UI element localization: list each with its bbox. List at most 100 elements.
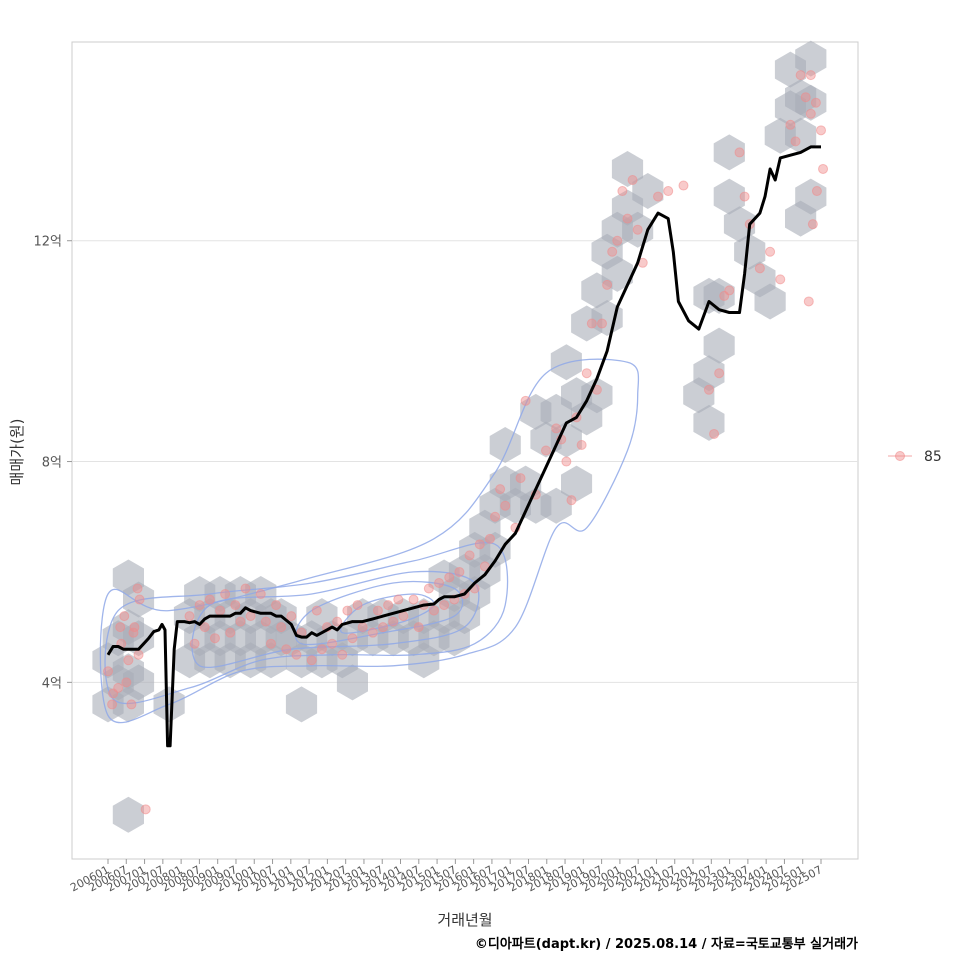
data-point bbox=[123, 655, 134, 666]
credit-text: ©디아파트(dapt.kr) / 2025.08.14 / 자료=국토교통부 실… bbox=[475, 936, 858, 952]
data-point bbox=[428, 605, 439, 616]
data-point bbox=[204, 594, 215, 605]
data-point bbox=[271, 600, 282, 611]
data-point bbox=[352, 600, 363, 611]
hex-bin bbox=[479, 531, 511, 568]
data-point bbox=[357, 622, 368, 633]
data-point bbox=[119, 611, 130, 622]
data-point bbox=[790, 136, 801, 147]
data-point bbox=[454, 566, 465, 577]
hex-bin bbox=[550, 344, 582, 381]
hex-bin bbox=[285, 686, 318, 723]
data-point bbox=[739, 191, 750, 202]
data-point bbox=[388, 616, 399, 627]
hex-bin bbox=[336, 664, 368, 701]
moving-average-line bbox=[106, 145, 821, 748]
data-point bbox=[439, 600, 450, 611]
hex-bin bbox=[581, 377, 613, 414]
data-point bbox=[444, 572, 455, 583]
hex-bin bbox=[112, 796, 144, 833]
hex-bin bbox=[123, 664, 155, 701]
data-point bbox=[520, 395, 531, 406]
data-point bbox=[434, 577, 445, 588]
scatter-points bbox=[103, 70, 829, 815]
data-point bbox=[464, 550, 475, 561]
data-point bbox=[734, 147, 745, 158]
data-point bbox=[724, 285, 735, 296]
data-point bbox=[632, 224, 643, 235]
data-point bbox=[342, 605, 353, 616]
data-point bbox=[807, 219, 818, 230]
data-point bbox=[113, 682, 124, 693]
data-point bbox=[622, 213, 633, 224]
y-axis-ticks: 4억 8억 12억 bbox=[33, 235, 72, 691]
data-point bbox=[189, 638, 200, 649]
data-point bbox=[383, 600, 394, 611]
data-point bbox=[240, 583, 251, 594]
data-point bbox=[393, 594, 404, 605]
hex-bin bbox=[703, 327, 735, 364]
data-point bbox=[653, 191, 664, 202]
legend: 85 bbox=[888, 449, 942, 465]
data-point bbox=[576, 439, 587, 450]
data-point bbox=[215, 605, 226, 616]
data-point bbox=[281, 644, 292, 655]
data-point bbox=[678, 180, 689, 191]
data-point bbox=[199, 622, 210, 633]
hex-bin bbox=[693, 404, 725, 441]
data-point bbox=[235, 616, 246, 627]
data-point bbox=[785, 119, 796, 130]
data-point bbox=[107, 699, 118, 710]
panel-background bbox=[71, 41, 859, 860]
data-point bbox=[474, 539, 485, 550]
density-contour bbox=[99, 358, 640, 724]
data-point bbox=[714, 368, 725, 379]
x-axis-title: 거래년월 bbox=[437, 911, 492, 929]
data-point bbox=[408, 594, 419, 605]
moving-average-layer bbox=[106, 145, 821, 748]
data-point bbox=[220, 589, 231, 600]
x-tick-label: 202507 bbox=[781, 863, 824, 894]
data-point bbox=[311, 605, 322, 616]
data-point bbox=[607, 246, 618, 257]
data-point bbox=[255, 589, 266, 600]
data-point bbox=[566, 495, 577, 506]
hex-bin bbox=[550, 421, 582, 458]
data-point bbox=[612, 235, 623, 246]
hex-bin bbox=[795, 40, 827, 77]
data-point bbox=[800, 92, 811, 103]
data-point bbox=[490, 511, 501, 522]
x-axis-ticks: 2006012006072007012007072008012008072009… bbox=[68, 859, 824, 894]
density-contour bbox=[294, 580, 464, 646]
data-point bbox=[500, 500, 511, 511]
data-point bbox=[795, 70, 806, 81]
data-point bbox=[230, 600, 241, 611]
density-contour bbox=[104, 541, 509, 705]
data-point bbox=[140, 804, 151, 815]
data-point bbox=[602, 279, 613, 290]
data-point bbox=[134, 594, 145, 605]
gridlines bbox=[72, 240, 858, 683]
data-point bbox=[805, 70, 816, 81]
hex-bin bbox=[112, 559, 144, 596]
data-point bbox=[765, 246, 776, 257]
data-point bbox=[225, 627, 236, 638]
data-point bbox=[367, 627, 378, 638]
y-tick-label: 12억 bbox=[33, 235, 62, 250]
data-point bbox=[260, 616, 271, 627]
data-point bbox=[184, 611, 195, 622]
data-point bbox=[327, 638, 338, 649]
data-point bbox=[265, 638, 276, 649]
data-point bbox=[286, 611, 297, 622]
data-point bbox=[816, 125, 826, 136]
data-point bbox=[347, 633, 358, 644]
data-point bbox=[115, 622, 126, 633]
data-point bbox=[103, 666, 113, 677]
hex-bin bbox=[540, 487, 572, 524]
y-tick-label: 4억 bbox=[42, 676, 62, 691]
hex-bin bbox=[713, 134, 745, 171]
data-point bbox=[754, 263, 765, 274]
data-point bbox=[423, 583, 434, 594]
data-point bbox=[133, 649, 144, 660]
data-point bbox=[551, 423, 562, 434]
